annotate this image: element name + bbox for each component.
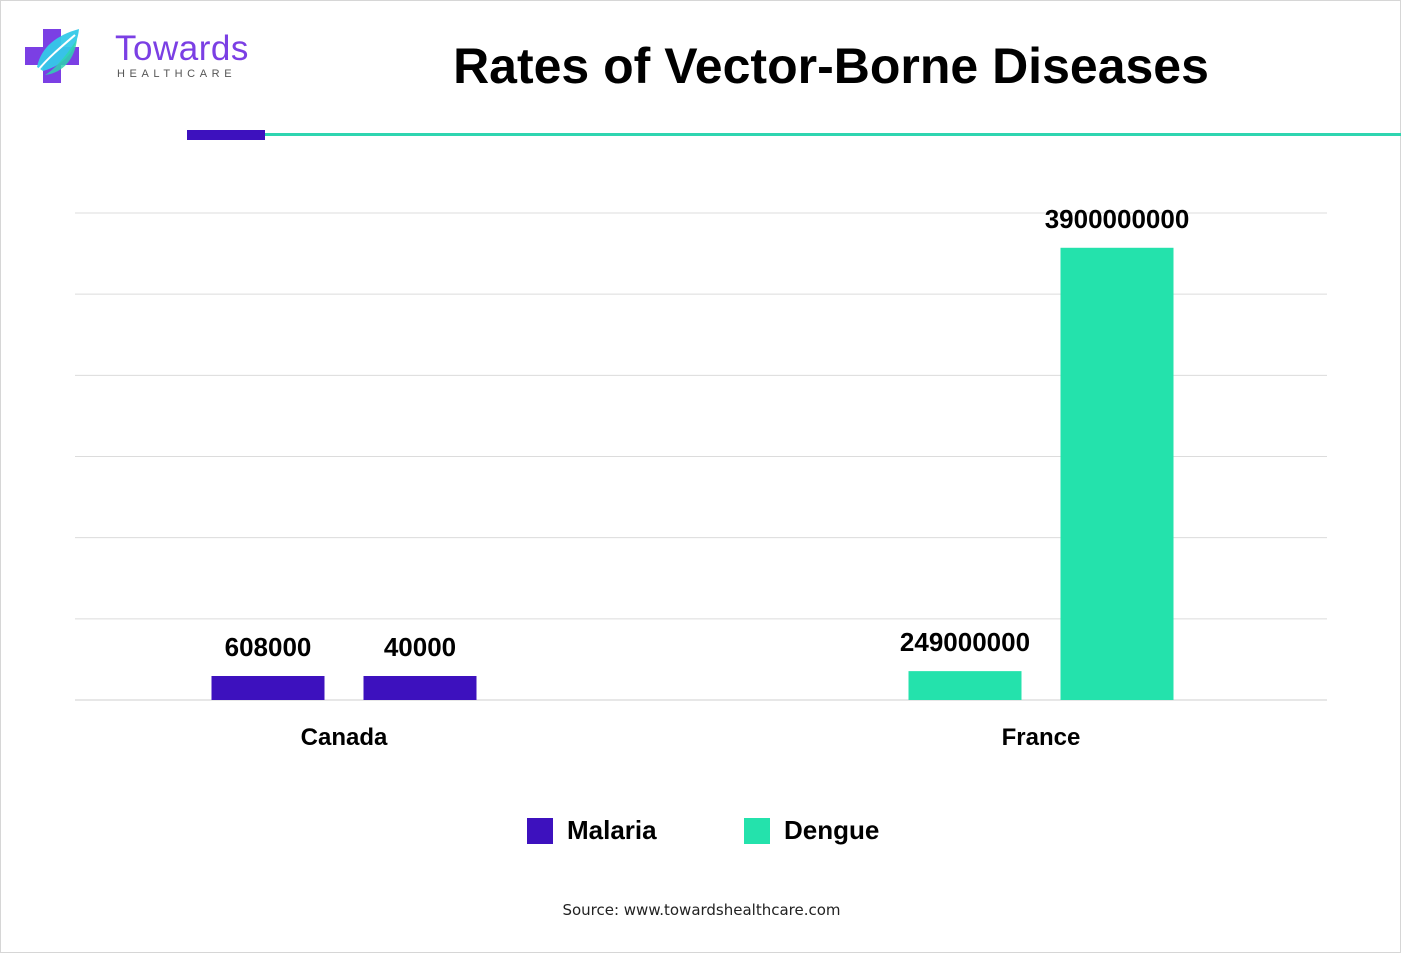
data-label: 249000000 (900, 627, 1030, 657)
data-label: 3900000000 (1045, 204, 1190, 234)
source-note: Source: www.towardshealthcare.com (562, 901, 841, 919)
title-accent-line (265, 133, 1401, 136)
data-label: 608000 (225, 632, 312, 662)
legend-label-dengue: Dengue (784, 815, 880, 845)
health-cross-icon (25, 29, 79, 83)
bar-france-dengue (1060, 247, 1174, 701)
brand-logo: Towards HEALTHCARE (23, 25, 248, 89)
brand-tagline: HEALTHCARE (117, 68, 237, 80)
legend-swatch-dengue (744, 818, 770, 844)
chart-legend: Malaria Dengue (1, 813, 1401, 849)
title-accent-bar (187, 130, 265, 140)
brand-name: Towards (115, 29, 249, 68)
bar-france-dengue (908, 671, 1022, 700)
bar-canada-malaria (363, 676, 477, 700)
category-label: France (1002, 724, 1081, 751)
legend-label-malaria: Malaria (567, 815, 657, 845)
legend-swatch-malaria (527, 818, 553, 844)
data-label: 40000 (384, 632, 456, 662)
chart-title: Rates of Vector-Borne Diseases (453, 38, 1209, 94)
bar-canada-malaria (211, 676, 325, 700)
category-label: Canada (301, 724, 388, 751)
bar-chart: 608000 40000 Canada 249000000 3900000000 Fran… (75, 204, 1327, 751)
